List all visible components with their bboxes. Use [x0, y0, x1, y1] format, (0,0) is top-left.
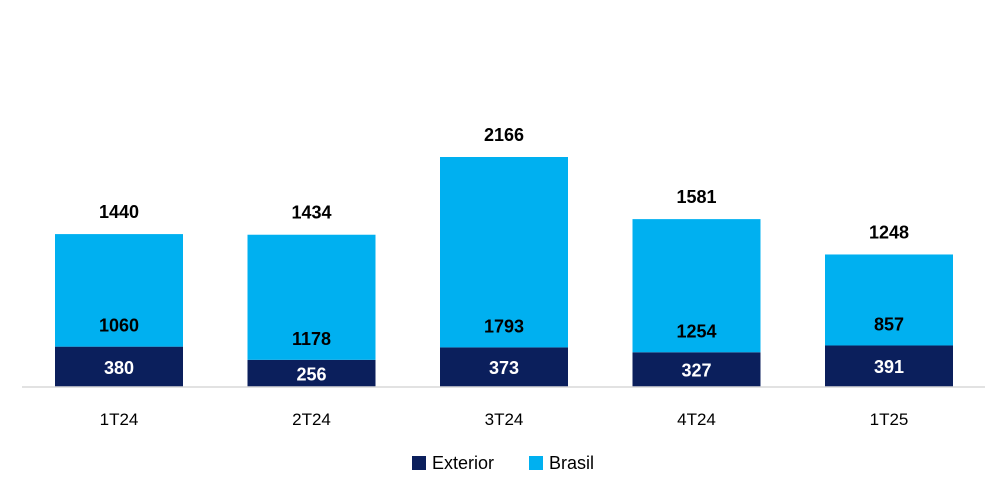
- bar-brasil-1t24: [55, 234, 183, 347]
- bar-exterior-1t25: [825, 345, 953, 387]
- data-label-brasil-3t24: 1793: [484, 316, 524, 336]
- data-label-brasil-1t24: 1060: [99, 316, 139, 336]
- x-tick-label-1t24: 1T24: [100, 410, 139, 429]
- data-label-total-1t25: 1248: [869, 222, 909, 242]
- data-label-total-1t24: 1440: [99, 202, 139, 222]
- x-tick-label-4t24: 4T24: [677, 410, 716, 429]
- legend-swatch-brasil: [529, 456, 543, 470]
- data-label-total-4t24: 1581: [676, 187, 716, 207]
- data-label-total-2t24: 1434: [291, 203, 331, 223]
- data-label-exterior-1t25: 391: [874, 357, 904, 377]
- bar-exterior-2t24: [247, 359, 376, 387]
- data-label-brasil-1t25: 857: [874, 314, 904, 334]
- bar-exterior-3t24: [440, 347, 568, 387]
- bars-group: 380 1060 1440 256 1178 1434 373 1793 2166 327 1254…: [55, 125, 953, 387]
- x-tick-labels: 1T24 2T24 3T24 4T24 1T25: [100, 410, 909, 429]
- legend-label-brasil: Brasil: [549, 453, 594, 473]
- x-tick-label-2t24: 2T24: [292, 410, 331, 429]
- legend-swatch-exterior: [412, 456, 426, 470]
- legend-label-exterior: Exterior: [432, 453, 494, 473]
- bar-exterior-1t24: [55, 346, 183, 387]
- x-tick-label-1t25: 1T25: [870, 410, 909, 429]
- data-label-exterior-1t24: 380: [104, 358, 134, 378]
- legend: Exterior Brasil: [412, 453, 594, 473]
- x-tick-label-3t24: 3T24: [485, 410, 524, 429]
- data-label-exterior-4t24: 327: [681, 361, 711, 381]
- bar-brasil-2t24: [247, 234, 376, 360]
- data-label-brasil-4t24: 1254: [676, 321, 716, 341]
- data-label-exterior-3t24: 373: [489, 358, 519, 378]
- bar-brasil-1t25: [825, 254, 953, 346]
- bar-brasil-3t24: [440, 157, 568, 348]
- data-label-total-3t24: 2166: [484, 125, 524, 145]
- bar-exterior-4t24: [632, 352, 761, 387]
- data-label-brasil-2t24: 1178: [292, 329, 331, 349]
- data-label-exterior-2t24: 256: [296, 364, 326, 384]
- bar-brasil-4t24: [632, 219, 761, 353]
